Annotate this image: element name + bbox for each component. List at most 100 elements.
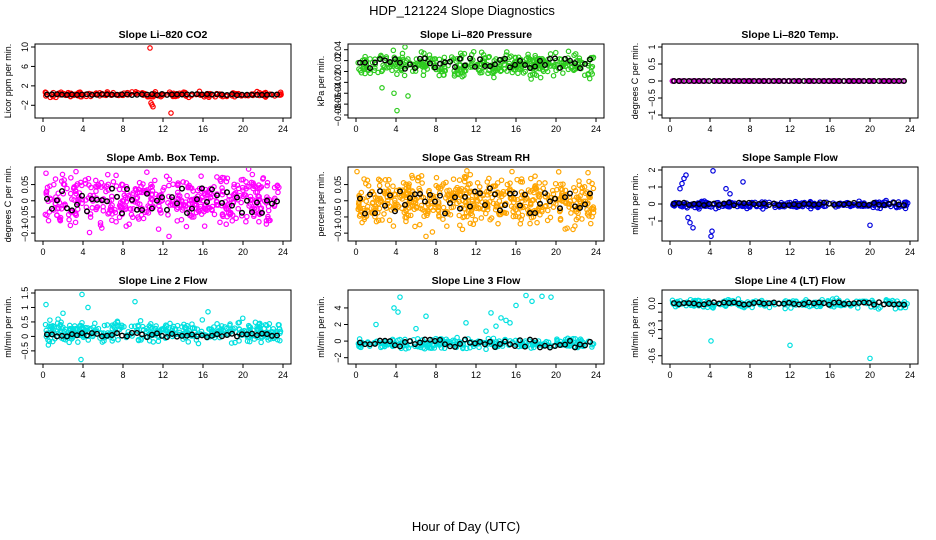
data-point: [454, 334, 460, 341]
data-point: [385, 197, 391, 204]
data-point: [422, 208, 428, 214]
mean-point: [198, 332, 205, 339]
mean-point: [203, 334, 210, 341]
data-point: [362, 70, 368, 77]
data-point: [375, 217, 382, 224]
data-point: [381, 211, 387, 217]
mean-point: [148, 331, 155, 338]
data-point: [201, 223, 208, 229]
mean-point: [522, 191, 529, 198]
mean-point: [766, 202, 773, 209]
data-point: [79, 291, 85, 298]
mean-point: [422, 198, 429, 205]
mean-point: [59, 188, 66, 195]
x-tick-label: 24: [278, 124, 288, 134]
panel-title: Slope Sample Flow: [742, 152, 839, 164]
panel-title: Slope Li–820 Pressure: [420, 29, 532, 41]
data-marks: [42, 45, 284, 116]
data-point: [183, 180, 190, 186]
data-point: [758, 78, 765, 84]
mean-point: [93, 330, 100, 337]
mean-point: [73, 332, 80, 339]
mean-point: [841, 77, 848, 84]
data-point: [483, 346, 489, 353]
data-point: [129, 214, 136, 221]
mean-point: [253, 199, 260, 206]
mean-point: [163, 333, 170, 340]
mean-point: [143, 334, 150, 341]
panel-5: Slope Gas Stream RH 0 4 8 12 16 20 24 −0.1−0.05 0…: [316, 152, 605, 257]
data-point: [145, 327, 151, 333]
data-point: [486, 199, 493, 205]
data-point: [553, 61, 559, 68]
data-point: [73, 190, 79, 197]
mean-point: [442, 341, 449, 348]
data-point: [202, 205, 208, 212]
data-point: [463, 320, 469, 326]
data-point: [572, 51, 579, 57]
data-point: [390, 223, 397, 229]
mean-point: [223, 189, 230, 196]
data-point: [184, 192, 190, 199]
mean-point: [522, 343, 529, 350]
data-point: [441, 72, 447, 78]
y-tick-label: -0.6: [647, 348, 657, 364]
data-point: [678, 78, 685, 84]
mean-point: [158, 194, 165, 201]
data-point: [49, 338, 56, 345]
data-point: [484, 206, 491, 213]
data-point: [512, 55, 519, 61]
mean-point: [188, 91, 195, 98]
data-point: [256, 185, 263, 192]
data-point: [496, 338, 502, 344]
data-point: [256, 218, 262, 225]
data-point: [463, 210, 470, 216]
data-point: [179, 324, 185, 330]
data-point: [260, 176, 266, 182]
data-point: [147, 45, 153, 51]
data-point: [183, 223, 190, 230]
data-point: [413, 56, 420, 62]
mean-point: [462, 193, 469, 200]
y-tick-label: 0.5: [20, 316, 30, 329]
data-point: [392, 197, 398, 204]
data-point: [234, 182, 241, 189]
data-point: [855, 305, 861, 311]
mean-point: [562, 341, 569, 348]
data-point: [205, 309, 211, 315]
y-tick-label: −2: [20, 100, 30, 110]
data-point: [128, 211, 135, 218]
mean-point: [517, 202, 524, 209]
mean-point: [387, 192, 394, 199]
mean-point: [577, 204, 584, 211]
mean-point: [123, 186, 130, 193]
data-point: [222, 324, 228, 330]
data-point: [144, 169, 150, 176]
data-point: [202, 192, 208, 198]
data-point: [381, 64, 388, 70]
data-point: [575, 194, 582, 201]
mean-point: [821, 300, 828, 307]
mean-point: [103, 198, 110, 205]
y-axis-label: degrees C per min.: [3, 166, 13, 243]
data-point: [367, 56, 373, 62]
mean-point: [78, 330, 85, 337]
data-point: [560, 181, 566, 187]
data-point: [46, 338, 53, 345]
data-point: [398, 66, 405, 73]
data-point: [214, 320, 220, 327]
data-point: [405, 345, 412, 351]
mean-point: [457, 205, 464, 212]
data-point: [433, 182, 439, 189]
y-axis-label: ml/min per min.: [630, 173, 640, 235]
data-point: [493, 323, 499, 329]
data-point: [588, 64, 595, 71]
data-point: [361, 216, 368, 223]
mean-point: [223, 91, 230, 98]
data-point: [898, 78, 905, 84]
data-point: [534, 219, 540, 226]
data-point: [532, 52, 538, 59]
x-tick-label: 20: [551, 247, 561, 257]
data-point: [787, 342, 793, 349]
data-point: [519, 198, 525, 204]
